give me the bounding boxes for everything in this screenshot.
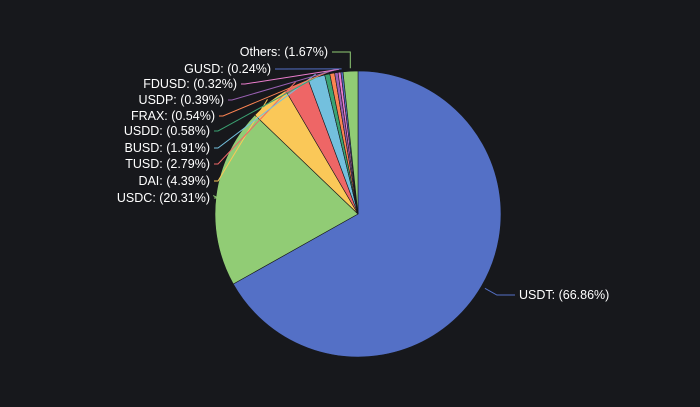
slice-labels-layer: USDT: (66.86%) USDC: (20.31%) DAI: (4.39%)…: [117, 45, 609, 302]
pie-slice-usdt[interactable]: [232, 70, 502, 358]
leader-line-busd: [214, 73, 316, 149]
pie-slice-others[interactable]: [342, 70, 359, 215]
leader-line-usdd: [214, 70, 327, 132]
slice-label-usdt: USDT: (66.86%): [519, 288, 609, 302]
leader-line-dai: [214, 99, 268, 182]
slice-label-tusd: TUSD: (2.79%): [125, 157, 210, 171]
slice-label-busd: BUSD: (1.91%): [125, 141, 210, 155]
leader-line-frax: [219, 69, 332, 117]
slice-label-usdd: USDD: (0.58%): [124, 124, 210, 138]
slice-label-others: Others: (1.67%): [240, 45, 328, 59]
leader-line-usdc: [212, 195, 219, 199]
leader-line-usdp: [228, 69, 336, 101]
leader-line-others: [332, 51, 351, 69]
slice-label-frax: FRAX: (0.54%): [131, 109, 215, 123]
leader-line-usdt: [484, 287, 515, 296]
leader-lines-layer: [212, 51, 515, 296]
slice-label-dai: DAI: (4.39%): [138, 174, 210, 188]
slice-label-gusd: GUSD: (0.24%): [184, 62, 271, 76]
slice-label-usdc: USDC: (20.31%): [117, 191, 210, 205]
slices-layer: [214, 70, 502, 358]
slice-label-fdusd: FDUSD: (0.32%): [143, 77, 237, 91]
leader-line-fdusd: [241, 68, 340, 85]
slice-label-usdp: USDP: (0.39%): [139, 93, 224, 107]
